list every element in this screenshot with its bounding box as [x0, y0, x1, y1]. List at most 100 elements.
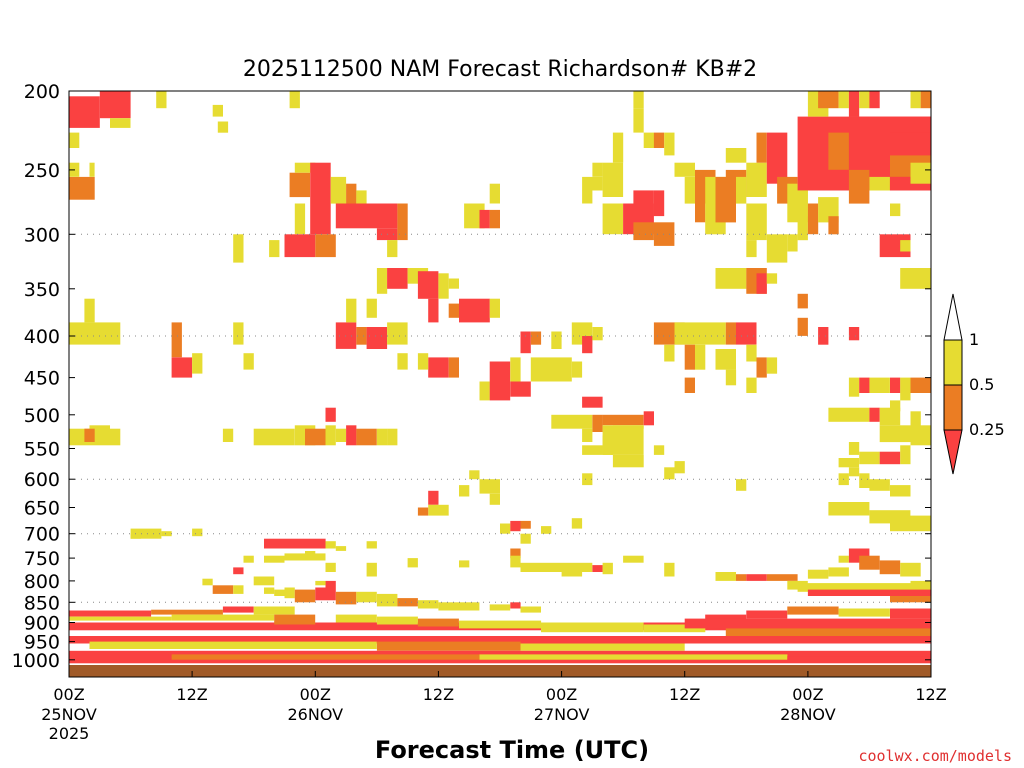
heatmap-cell-0.25-0.5 — [274, 614, 316, 625]
y-tick-label-850: 850 — [24, 592, 60, 614]
heatmap-cell-0.5-1 — [766, 273, 778, 284]
heatmap-cell-0.25-0.5 — [859, 555, 880, 570]
heatmap-cell-0.5-1 — [582, 176, 603, 191]
heatmap-cell-lt_0.25 — [520, 331, 531, 354]
heatmap-cell-0.5-1 — [520, 643, 685, 651]
y-tick-label-800: 800 — [24, 571, 60, 593]
heatmap-cell-lt_0.25 — [325, 407, 336, 422]
heatmap-cell-0.5-1 — [715, 572, 736, 581]
heatmap-cell-0.5-1 — [623, 555, 644, 563]
heatmap-cell-lt_0.25 — [890, 132, 931, 156]
heatmap-cell-0.5-1 — [325, 541, 336, 549]
heatmap-cell-lt_0.25 — [879, 451, 901, 465]
heatmap-cell-lt_0.25 — [325, 580, 336, 588]
heatmap-cell-lt_0.25 — [171, 357, 193, 378]
heatmap-cell-lt_0.25 — [869, 91, 880, 109]
heatmap-cell-0.5-1 — [192, 353, 203, 374]
heatmap-cell-lt_0.25 — [233, 567, 244, 575]
heatmap-cell-0.5-1 — [376, 593, 398, 607]
y-tick-label-200: 200 — [24, 81, 60, 103]
heatmap-cell-0.5-1 — [489, 183, 500, 204]
heatmap-cell-0.5-1 — [479, 381, 490, 401]
y-tick-label-450: 450 — [24, 368, 60, 390]
heatmap-cell-0.5-1 — [674, 461, 685, 474]
heatmap-cell-0.5-1 — [356, 190, 367, 204]
heatmap-cell-0.5-1 — [202, 578, 213, 586]
heatmap-cell-0.25-0.5 — [807, 203, 819, 235]
heatmap-cell-0.5-1 — [510, 357, 521, 382]
y-tick-label-700: 700 — [24, 524, 60, 546]
heatmap-cell-0.5-1 — [269, 240, 280, 258]
heatmap-cell-0.25-0.5 — [725, 322, 737, 345]
heatmap-cell-0.5-1 — [746, 344, 757, 362]
heatmap-cell-0.5-1 — [838, 555, 849, 563]
heatmap-cell-lt_0.25 — [684, 618, 931, 629]
heatmap-cell-0.25-0.5 — [212, 585, 234, 594]
heatmap-cell-0.5-1 — [89, 162, 95, 177]
heatmap-cell-0.5-1 — [253, 606, 295, 615]
legend-top-arrow — [943, 293, 963, 341]
heatmap-cell-0.5-1 — [335, 614, 377, 623]
y-tick-label-400: 400 — [24, 326, 60, 348]
legend-swatch-1 — [943, 339, 963, 386]
x-axis-label: Forecast Time (UTC) — [375, 736, 649, 764]
heatmap-cell-0.5-1 — [684, 176, 695, 204]
heatmap-cell-0.5-1 — [910, 91, 921, 109]
heatmap-cell-0.5-1 — [541, 526, 552, 534]
heatmap-cell-0.5-1 — [695, 322, 726, 345]
heatmap-cell-0.25-0.5 — [653, 132, 665, 148]
heatmap-cell-lt_0.25 — [69, 96, 100, 128]
heatmap-cell-0.5-1 — [130, 528, 162, 539]
heatmap-cell-lt_0.25 — [510, 381, 531, 397]
x-tick-date-6: 28NOV — [780, 705, 836, 724]
heatmap-cell-0.5-1 — [376, 428, 388, 446]
x-tick-label-7: 12Z — [915, 685, 946, 704]
heatmap-cell-0.5-1 — [520, 533, 531, 544]
legend-label-0.5: 0.5 — [969, 375, 994, 394]
heatmap-cell-lt_0.25 — [315, 587, 336, 601]
heatmap-cell-0.25-0.5 — [797, 293, 808, 309]
heatmap-cell-0.5-1 — [551, 414, 593, 429]
heatmap-cell-0.25-0.5 — [417, 507, 429, 516]
heatmap-cell-0.25-0.5 — [397, 203, 408, 241]
heatmap-cell-lt_0.25 — [746, 610, 788, 619]
heatmap-cell-0.5-1 — [807, 569, 829, 579]
heatmap-cell-0.25-0.5 — [151, 609, 223, 615]
x-tick-date-4: 27NOV — [534, 705, 590, 724]
legend: 1 0.5 0.25 — [943, 293, 1005, 475]
heatmap-cell-0.25-0.5 — [346, 183, 357, 204]
heatmap-cell-0.5-1 — [664, 132, 675, 156]
x-tick-label-2: 00Z — [300, 685, 331, 704]
heatmap-cell-0.5-1 — [366, 562, 377, 577]
heatmap-cell-0.5-1 — [222, 428, 234, 442]
heatmap-cell-0.5-1 — [859, 91, 870, 109]
heatmap-cell-0.25-0.5 — [602, 414, 644, 426]
heatmap-cell-0.5-1 — [397, 353, 408, 370]
heatmap-cell-0.5-1 — [489, 493, 500, 505]
heatmap-cell-0.5-1 — [766, 357, 778, 374]
heatmap-cell-0.5-1 — [612, 132, 624, 163]
heatmap-cell-0.5-1 — [69, 132, 80, 148]
heatmap-cell-0.5-1 — [848, 467, 860, 477]
heatmap-cell-lt_0.25 — [222, 606, 254, 613]
heatmap-cell-0.25-0.5 — [818, 91, 839, 109]
heatmap-cell-lt_0.25 — [510, 520, 521, 532]
plot-frame — [68, 90, 932, 678]
heatmap-cell-0.25-0.5 — [294, 589, 316, 603]
heatmap-cell-0.5-1 — [838, 458, 860, 468]
heatmap-cell-lt_0.25 — [818, 327, 829, 345]
heatmap-cell-0.25-0.5 — [684, 344, 695, 370]
heatmap-cell-0.5-1 — [110, 428, 121, 446]
heatmap-cell-0.5-1 — [407, 558, 418, 568]
heatmap-cell-0.5-1 — [69, 322, 121, 345]
heatmap-cell-0.5-1 — [264, 587, 275, 594]
heatmap-cell-0.25-0.5 — [756, 132, 767, 163]
heatmap-cell-0.5-1 — [643, 132, 654, 148]
heatmap-cell-0.5-1 — [715, 268, 747, 289]
heatmap-cell-lt_0.25 — [428, 490, 439, 505]
chart-title: 2025112500 NAM Forecast Richardson# KB#2 — [243, 57, 757, 82]
heatmap-cell-0.5-1 — [571, 361, 583, 378]
heatmap-cell-0.5-1 — [900, 240, 911, 252]
heatmap-cell-0.5-1 — [633, 108, 644, 133]
